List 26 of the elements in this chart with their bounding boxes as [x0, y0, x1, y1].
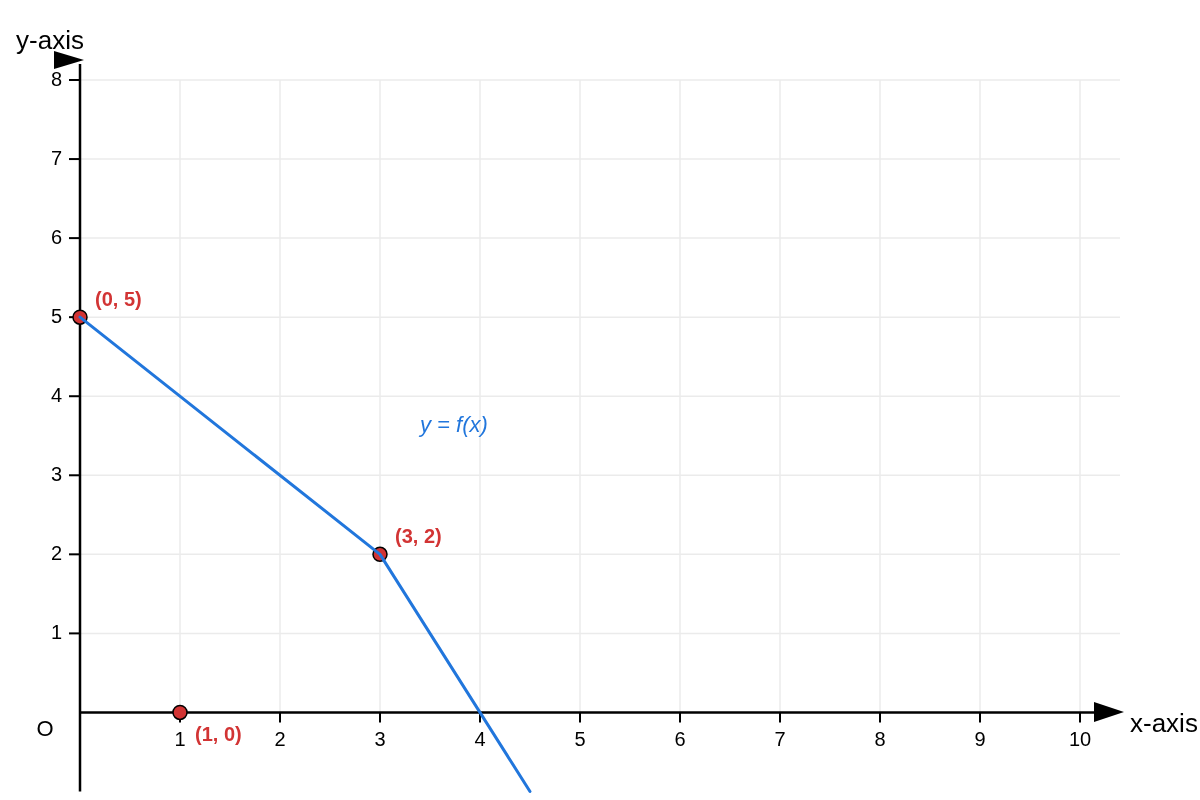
y-tick-label: 5 — [50, 304, 62, 327]
data-label: (1, 0) — [195, 722, 242, 745]
y-tick-label: 3 — [50, 462, 62, 485]
x-tick-label: 1 — [174, 727, 186, 750]
x-tick-label: 2 — [274, 727, 286, 750]
text: O — [36, 715, 54, 741]
x-tick-label: 6 — [674, 727, 686, 750]
y-tick-label: 7 — [50, 146, 62, 169]
text: y = f(x) — [418, 412, 488, 438]
point — [172, 704, 188, 721]
y-axis-title: y-axis — [16, 25, 84, 56]
data-label: (0, 5) — [95, 287, 142, 310]
x-tick-label: 10 — [1068, 727, 1092, 750]
x-tick-label: 3 — [374, 727, 386, 750]
x-tick-label: 5 — [574, 727, 586, 750]
x-tick-label: 7 — [774, 727, 786, 750]
data-label: (3, 2) — [395, 524, 442, 547]
x-tick-label: 8 — [874, 727, 886, 750]
y-tick-label: 8 — [50, 67, 62, 90]
y-tick-label: 2 — [50, 541, 62, 564]
y-tick-label: 1 — [50, 620, 62, 643]
x-tick-label: 9 — [974, 727, 986, 750]
y-tick-label: 6 — [50, 225, 62, 248]
y-tick-label: 4 — [50, 383, 62, 406]
x-tick-label: 4 — [474, 727, 486, 750]
x-axis-title: x-axis — [1130, 707, 1198, 738]
